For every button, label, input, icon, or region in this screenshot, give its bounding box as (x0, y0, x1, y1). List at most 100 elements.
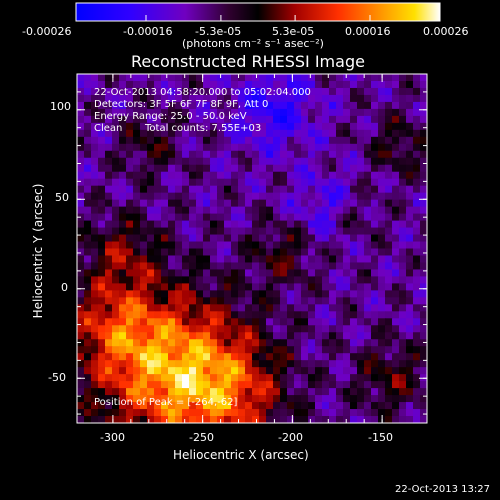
heatmap-cell (413, 332, 421, 340)
heatmap-cell (378, 381, 386, 389)
heatmap-cell (168, 74, 176, 82)
heatmap-cell (91, 150, 99, 159)
heatmap-cell (161, 325, 169, 333)
heatmap-cell (217, 108, 225, 117)
heatmap-cell (322, 227, 330, 236)
heatmap-cell (91, 360, 99, 368)
heatmap-cell (238, 87, 246, 96)
heatmap-cell (378, 318, 386, 326)
heatmap-cell (231, 136, 239, 145)
heatmap-cell (315, 94, 323, 103)
heatmap-cell (259, 108, 267, 117)
heatmap-cell (224, 80, 232, 89)
heatmap-cell (301, 171, 309, 180)
heatmap-cell (357, 381, 365, 389)
heatmap-cell (364, 115, 372, 124)
heatmap-cell (175, 311, 183, 319)
heatmap-cell (392, 164, 400, 173)
heatmap-cell (161, 374, 169, 382)
heatmap-cell (406, 276, 414, 284)
heatmap-cell (133, 164, 141, 173)
heatmap-cell (126, 304, 134, 312)
heatmap-cell (133, 241, 141, 250)
heatmap-cell (175, 304, 183, 312)
heatmap-cell (343, 395, 351, 403)
heatmap-cell (406, 143, 414, 152)
heatmap-cell (280, 74, 288, 82)
heatmap-cell (329, 409, 337, 417)
heatmap-cell (392, 381, 400, 389)
heatmap-cell (77, 339, 85, 347)
heatmap-cell (182, 339, 190, 347)
heatmap-cell (371, 255, 379, 264)
heatmap-cell (392, 220, 400, 229)
heatmap-cell (210, 395, 218, 403)
heatmap-cell (77, 416, 85, 423)
heatmap-cell (112, 409, 120, 417)
heatmap-cell (315, 136, 323, 145)
heatmap-cell (126, 269, 134, 278)
heatmap-cell (217, 199, 225, 208)
heatmap-cell (147, 94, 155, 103)
heatmap-cell (364, 339, 372, 347)
heatmap-cell (98, 87, 106, 96)
heatmap-cell (322, 234, 330, 243)
heatmap-cell (210, 199, 218, 208)
heatmap-cell (210, 164, 218, 173)
heatmap-cell (175, 297, 183, 305)
heatmap-cell (175, 262, 183, 271)
heatmap-cell (322, 388, 330, 396)
heatmap-cell (182, 164, 190, 173)
heatmap-cell (322, 269, 330, 278)
heatmap-cell (280, 220, 288, 229)
heatmap-cell (119, 353, 127, 361)
heatmap-cell (98, 178, 106, 187)
heatmap-cell (245, 171, 253, 180)
heatmap-cell (182, 213, 190, 222)
heatmap-cell (98, 395, 106, 403)
heatmap-cell (182, 318, 190, 326)
heatmap-cell (77, 101, 85, 110)
heatmap-cell (105, 297, 113, 305)
heatmap-cell (252, 388, 260, 396)
heatmap-cell (196, 248, 204, 257)
heatmap-cell (133, 94, 141, 103)
heatmap-cell (294, 192, 302, 201)
heatmap-cell (126, 164, 134, 173)
heatmap-cell (210, 367, 218, 375)
heatmap-cell (252, 136, 260, 145)
heatmap-cell (175, 234, 183, 243)
heatmap-cell (168, 332, 176, 340)
heatmap-cell (308, 325, 316, 333)
heatmap-cell (308, 213, 316, 222)
heatmap-cell (77, 94, 85, 103)
heatmap-cell (357, 262, 365, 271)
heatmap-cell (406, 178, 414, 187)
heatmap-cell (294, 381, 302, 389)
heatmap-cell (105, 192, 113, 201)
heatmap-cell (245, 213, 253, 222)
heatmap-cell (98, 402, 106, 410)
heatmap-cell (154, 353, 162, 361)
heatmap-cell (84, 332, 92, 340)
heatmap-cell (175, 136, 183, 145)
heatmap-cell (399, 276, 407, 284)
heatmap-cell (98, 262, 106, 271)
heatmap-cell (126, 234, 134, 243)
heatmap-cell (280, 199, 288, 208)
heatmap-cell (329, 416, 337, 423)
heatmap-cell (238, 206, 246, 215)
heatmap-cell (77, 332, 85, 340)
heatmap-cell (175, 87, 183, 96)
heatmap-cell (140, 129, 148, 138)
heatmap-cell (301, 157, 309, 166)
heatmap-cell (147, 248, 155, 257)
heatmap-cell (133, 227, 141, 236)
heatmap-cell (385, 122, 393, 131)
heatmap-cell (357, 311, 365, 319)
heatmap-cell (168, 185, 176, 194)
heatmap-cell (350, 332, 358, 340)
heatmap-cell (357, 115, 365, 124)
heatmap-cell (364, 178, 372, 187)
heatmap-cell (196, 74, 204, 82)
